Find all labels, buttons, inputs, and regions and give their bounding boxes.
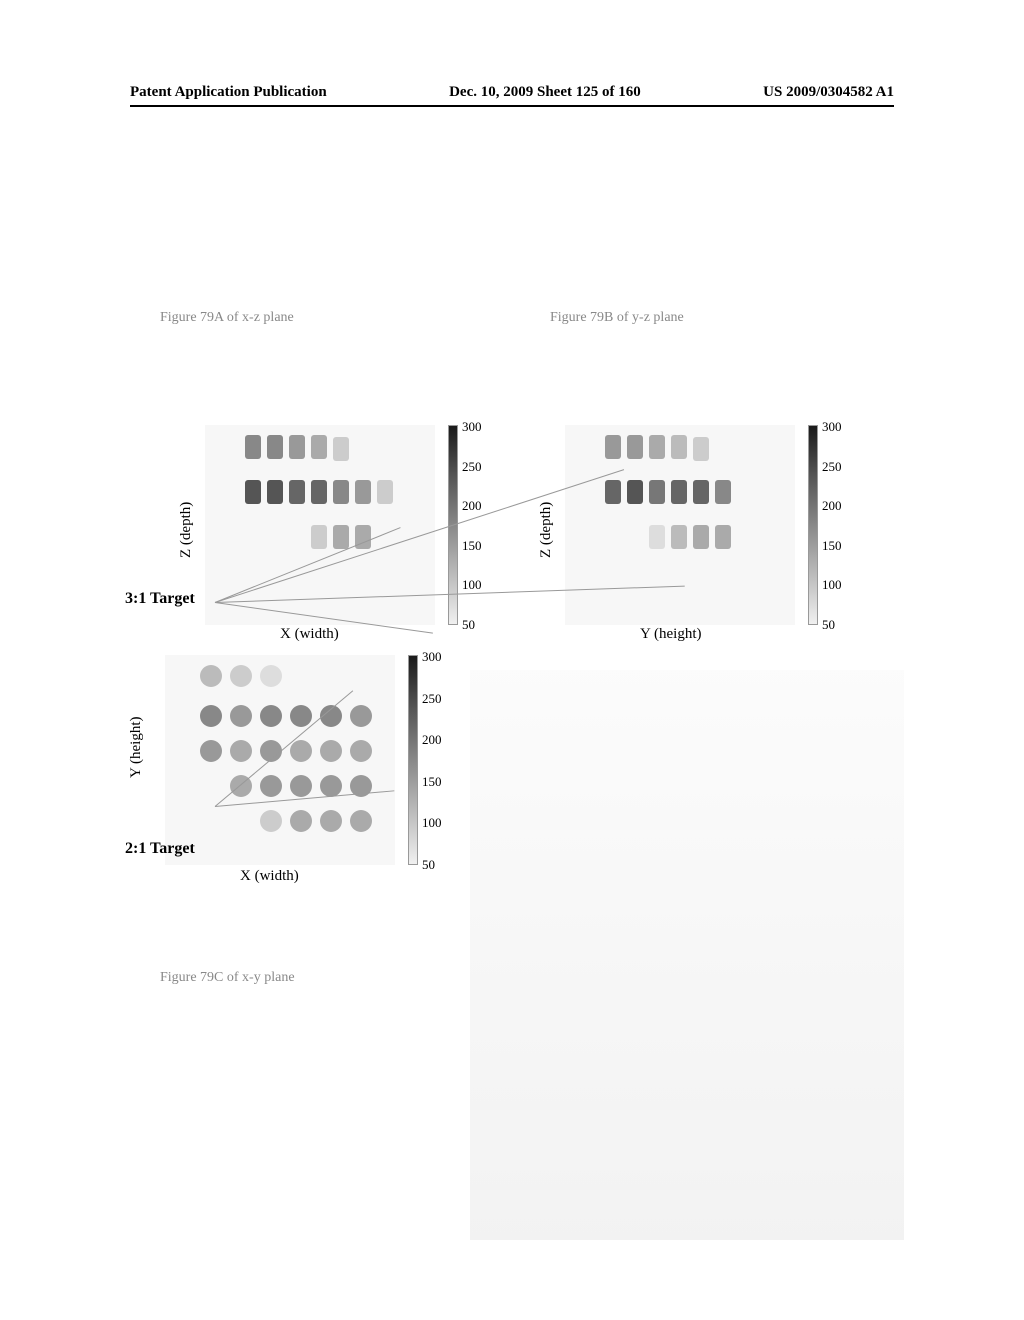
tick: 50: [422, 857, 460, 873]
header-left: Patent Application Publication: [130, 84, 327, 101]
data-point: [350, 810, 372, 832]
data-point: [290, 775, 312, 797]
data-point: [605, 480, 621, 504]
data-point: [715, 480, 731, 504]
tick: 300: [422, 649, 460, 665]
data-point: [200, 740, 222, 762]
data-point: [290, 740, 312, 762]
data-point: [311, 435, 327, 459]
panel-79b: 300 250 200 150 100 50 Y (height) Z (dep…: [530, 425, 860, 625]
data-point: [290, 810, 312, 832]
data-point: [649, 480, 665, 504]
colorbar-b: [808, 425, 818, 625]
tick: 300: [822, 419, 860, 435]
data-point: [311, 480, 327, 504]
tick: 50: [822, 617, 860, 633]
header-center: Dec. 10, 2009 Sheet 125 of 160: [449, 84, 641, 101]
data-point: [333, 437, 349, 461]
tick: 250: [462, 459, 500, 475]
tick: 150: [422, 774, 460, 790]
ylabel-a: Z (depth): [178, 502, 195, 558]
colorbar-ticks-c: 300 250 200 150 100 50: [422, 649, 460, 873]
data-point: [245, 435, 261, 459]
tick: 250: [422, 691, 460, 707]
data-point: [333, 525, 349, 549]
figure-container: Figure 79A of x-z plane Figure 79B of y-…: [130, 260, 904, 1240]
data-point: [693, 437, 709, 461]
page-header: Patent Application Publication Dec. 10, …: [0, 84, 1024, 101]
tick: 50: [462, 617, 500, 633]
target-3-1: 3:1 Target: [125, 590, 195, 608]
ylabel-c: Y (height): [128, 716, 145, 778]
data-point: [320, 810, 342, 832]
data-point: [311, 525, 327, 549]
data-point: [649, 525, 665, 549]
tick: 150: [822, 538, 860, 554]
data-point: [320, 775, 342, 797]
data-point: [605, 435, 621, 459]
data-point: [627, 480, 643, 504]
data-point: [230, 740, 252, 762]
xlabel-c: X (width): [240, 868, 299, 885]
tick: 100: [422, 815, 460, 831]
data-point: [350, 740, 372, 762]
tick: 100: [822, 577, 860, 593]
data-point: [200, 665, 222, 687]
scan-background: [470, 670, 904, 1240]
data-point: [627, 435, 643, 459]
header-right: US 2009/0304582 A1: [763, 84, 894, 101]
data-point: [671, 435, 687, 459]
caption-79c: Figure 79C of x-y plane: [160, 970, 295, 986]
ylabel-b: Z (depth): [538, 502, 555, 558]
data-point: [693, 525, 709, 549]
data-point: [230, 705, 252, 727]
data-point: [289, 435, 305, 459]
data-point: [671, 480, 687, 504]
data-point: [333, 480, 349, 504]
tick: 150: [462, 538, 500, 554]
data-point: [693, 480, 709, 504]
data-point: [671, 525, 687, 549]
data-point: [260, 665, 282, 687]
tick: 100: [462, 577, 500, 593]
header-divider: [130, 105, 894, 107]
target-2-1: 2:1 Target: [125, 840, 195, 858]
data-point: [267, 480, 283, 504]
data-point: [715, 525, 731, 549]
data-point: [260, 775, 282, 797]
caption-79b: Figure 79B of y-z plane: [550, 310, 684, 326]
colorbar-ticks-b: 300 250 200 150 100 50: [822, 419, 860, 633]
data-point: [289, 480, 305, 504]
xlabel-a: X (width): [280, 626, 339, 643]
tick: 200: [822, 498, 860, 514]
panel-79c: 300 250 200 150 100 50 X (width) Y (heig…: [130, 655, 460, 915]
tick: 300: [462, 419, 500, 435]
data-point: [355, 480, 371, 504]
xlabel-b: Y (height): [640, 626, 702, 643]
tick: 200: [422, 732, 460, 748]
data-point: [350, 705, 372, 727]
data-point: [260, 705, 282, 727]
data-point: [290, 705, 312, 727]
colorbar-c: [408, 655, 418, 865]
data-point: [260, 810, 282, 832]
colorbar-ticks-a: 300 250 200 150 100 50: [462, 419, 500, 633]
data-point: [230, 665, 252, 687]
tick: 250: [822, 459, 860, 475]
data-point: [320, 740, 342, 762]
data-point: [245, 480, 261, 504]
caption-79a: Figure 79A of x-z plane: [160, 310, 294, 326]
data-point: [200, 705, 222, 727]
data-point: [649, 435, 665, 459]
data-point: [267, 435, 283, 459]
data-point: [377, 480, 393, 504]
